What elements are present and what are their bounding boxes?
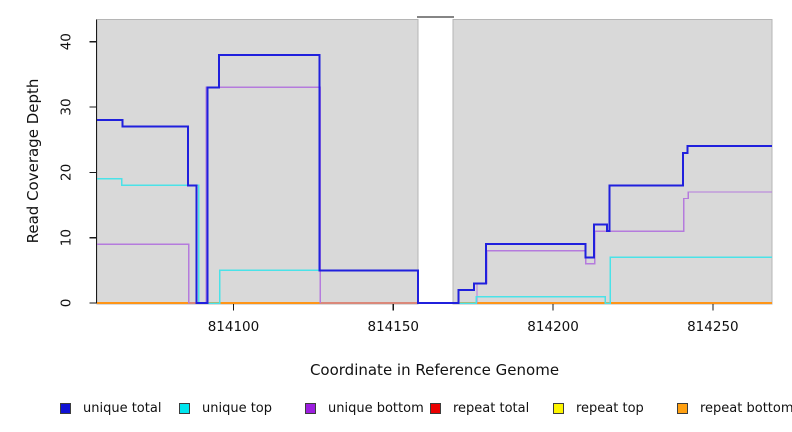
legend-swatch-repeat-total: [430, 402, 441, 414]
legend-label: unique bottom: [328, 400, 424, 416]
legend-label: repeat top: [576, 400, 644, 416]
legend-item-unique-bottom: unique bottom: [305, 398, 424, 418]
legend-label: unique total: [83, 400, 162, 416]
x-axis-title: Coordinate in Reference Genome: [309, 361, 560, 379]
legend-label: unique top: [202, 400, 273, 416]
y-tick-label: 20: [59, 164, 75, 181]
coverage-region-2: [452, 19, 773, 305]
legend-item-unique-top: unique top: [179, 398, 272, 418]
legend-swatch-unique-total: [60, 402, 71, 414]
x-tick-label: 814150: [367, 319, 419, 335]
legend-label: repeat total: [453, 400, 530, 416]
x-tick-label: 814100: [208, 319, 260, 335]
x-tick-label: 814250: [687, 319, 739, 335]
legend-item-repeat-bottom: repeat bottom: [677, 398, 792, 418]
legend-label: repeat bottom: [700, 400, 792, 416]
series-unique-total: [97, 53, 772, 304]
legend-item-repeat-total: repeat total: [430, 398, 529, 418]
y-axis-title: Read Coverage Depth: [24, 78, 42, 244]
y-tick-label: 40: [59, 33, 75, 50]
legend-swatch-unique-top: [179, 402, 190, 414]
coverage-region-1: [96, 19, 419, 305]
legend-item-unique-total: unique total: [60, 398, 161, 418]
legend-swatch-unique-bottom: [305, 402, 316, 414]
y-tick-label: 30: [59, 98, 75, 115]
y-tick-label: 10: [59, 229, 75, 246]
legend-swatch-repeat-top: [553, 402, 564, 414]
y-tick-label: 0: [59, 299, 75, 308]
legend: unique total unique top unique bottom repea…: [0, 398, 792, 422]
legend-item-repeat-top: repeat top: [553, 398, 644, 418]
legend-swatch-repeat-bottom: [677, 402, 688, 414]
x-tick-label: 814200: [527, 319, 579, 335]
